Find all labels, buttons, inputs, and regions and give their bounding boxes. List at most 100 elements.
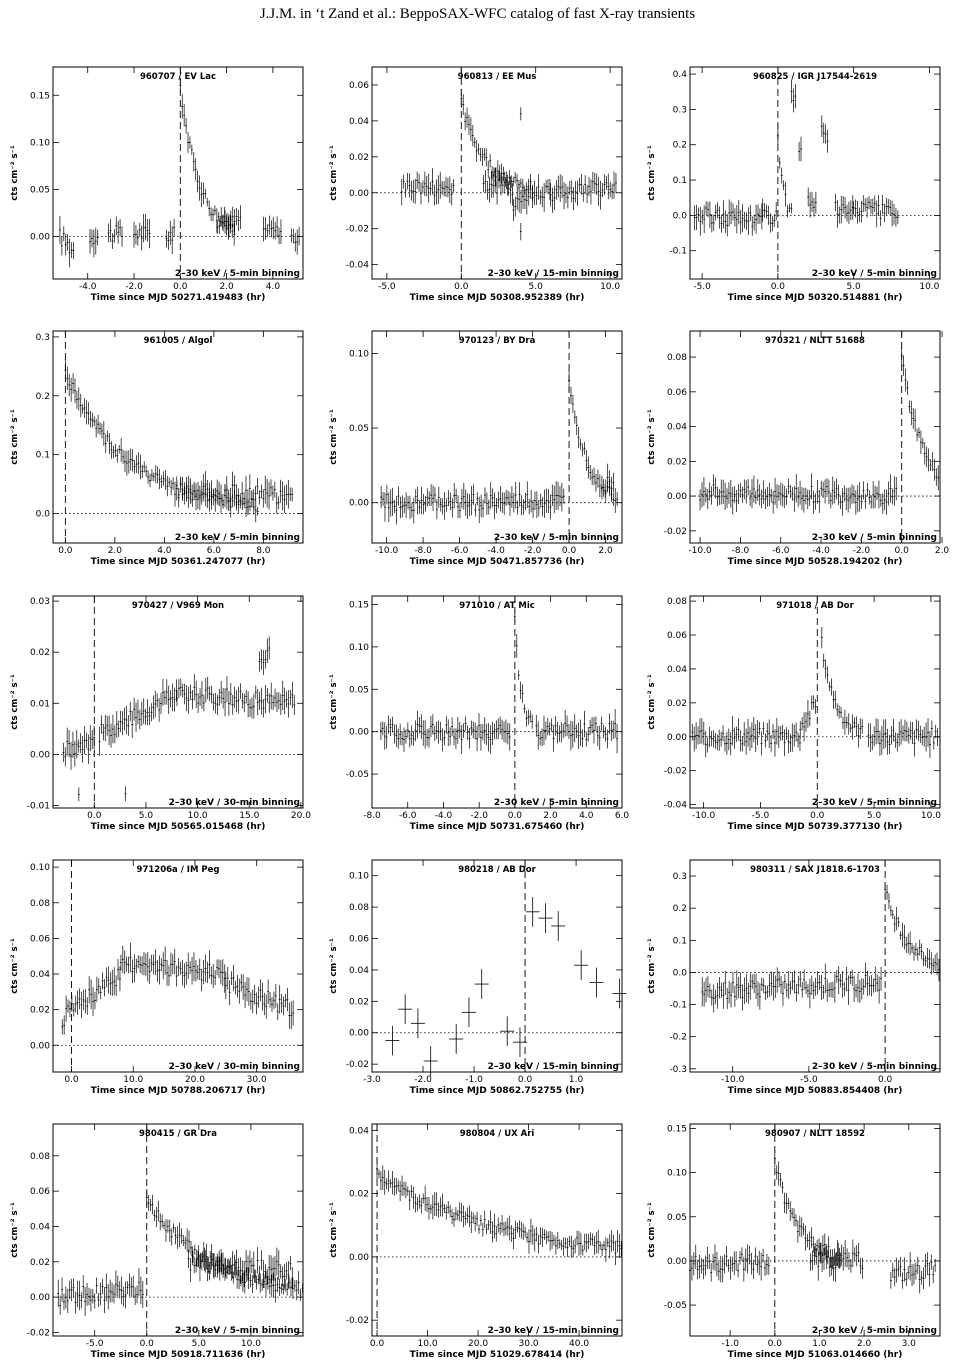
x-tick-label: 6.0	[615, 811, 630, 821]
y-tick-label: 0.06	[30, 934, 50, 944]
y-tick-label: 0.04	[349, 1126, 369, 1136]
y-axis-label: cts cm⁻² s⁻¹	[329, 938, 339, 994]
panel-title: 980415 / GR Dra	[139, 1129, 217, 1139]
y-tick-label: 0.06	[667, 631, 687, 641]
y-tick-label: 0.08	[667, 353, 687, 363]
chart-svg: -3.0 -2.0 -1.0 0.0 1.0 -0.02 0.00 0.02 0.04 0.06 0…	[329, 859, 627, 1096]
y-tick-label: 0.15	[349, 600, 369, 610]
x-tick-label: 0.0	[58, 546, 73, 556]
x-tick-label: 10.0	[188, 811, 208, 821]
light-curve-panel: -1.0 0.0 1.0 2.0 3.0 -0.05 0.00 0.05 0.10 0.15 980…	[638, 1120, 948, 1372]
light-curve-panel: -3.0 -2.0 -1.0 0.0 1.0 -0.02 0.00 0.02 0.04 0.06 0…	[320, 856, 630, 1108]
y-axis-label: cts cm⁻² s⁻¹	[10, 145, 20, 201]
light-curve-panel: -10.0 -8.0 -6.0 -4.0 -2.0 0.0 2.0 -0.02 0.00 0.02…	[638, 327, 950, 579]
x-tick-label: 40.0	[569, 1339, 589, 1349]
x-tick-label: 0.0	[64, 1075, 79, 1085]
x-tick-label: -10.0	[721, 1075, 745, 1085]
y-tick-label: 0.1	[673, 176, 687, 186]
y-tick-label: 0.00	[349, 728, 369, 738]
y-tick-label: 0.00	[349, 499, 369, 509]
data-series	[64, 358, 294, 523]
y-axis-label: cts cm⁻² s⁻¹	[329, 409, 339, 465]
y-tick-label: 0.08	[349, 903, 369, 913]
plot-frame	[689, 330, 941, 544]
y-tick-label: 0.1	[673, 936, 687, 946]
data-series	[380, 368, 619, 525]
panel-title: 980218 / AB Dor	[458, 865, 536, 875]
panel-title: 970123 / BY Dra	[459, 336, 536, 346]
plot-frame	[52, 859, 304, 1073]
y-tick-label: 0.04	[349, 117, 369, 127]
x-tick-label: 1.0	[812, 1339, 827, 1349]
x-tick-label: 5.0	[139, 811, 154, 821]
x-tick-label: -1.0	[721, 1339, 739, 1349]
y-tick-label: 0.02	[30, 648, 50, 658]
y-axis-label: cts cm⁻² s⁻¹	[329, 674, 339, 730]
x-axis-label: Time since MJD 50731.675460 (hr)	[410, 822, 585, 832]
energy-band-label: 2–30 keV / 5-min binning	[812, 798, 937, 808]
light-curve-panel: -10.0 -5.0 0.0 5.0 10.0 -0.04 -0.02 0.00 0.02 0.0…	[638, 592, 948, 844]
y-tick-label: 0.00	[30, 1293, 50, 1303]
y-tick-label: 0.08	[30, 1152, 50, 1162]
data-series	[62, 636, 296, 802]
panel-title: 960813 / EE Mus	[458, 72, 537, 82]
x-axis-label: Time since MJD 50862.752755 (hr)	[410, 1086, 585, 1096]
y-tick-label: 0.00	[30, 750, 50, 760]
plot-frame	[52, 330, 304, 544]
y-tick-label: 0.00	[667, 1257, 687, 1267]
y-tick-label: -0.2	[669, 1033, 687, 1043]
x-tick-label: 4.0	[266, 282, 281, 292]
plot-frame	[52, 595, 304, 809]
y-tick-label: 0.06	[349, 81, 369, 91]
y-tick-label: 0.2	[673, 141, 687, 151]
y-axis-label: cts cm⁻² s⁻¹	[329, 145, 339, 201]
y-tick-label: 0.0	[673, 968, 688, 978]
y-tick-label: -0.02	[27, 1328, 50, 1338]
x-tick-label: 0.0	[454, 282, 469, 292]
data-series	[379, 609, 619, 754]
chart-svg: -10.0 -5.0 0.0 -0.3 -0.2 -0.1 0.0 0.1 0.2 0.3 9803…	[647, 859, 941, 1096]
energy-band-label: 2–30 keV / 5-min binning	[812, 269, 937, 279]
data-series	[699, 346, 940, 516]
plot-frame	[52, 1123, 304, 1337]
x-tick-label: -2.0	[853, 546, 871, 556]
x-tick-label: 3.0	[902, 1339, 917, 1349]
light-curve-panel: 0.0 5.0 10.0 15.0 20.0 -0.01 0.00 0.01 0.02 0.03 9…	[1, 592, 311, 844]
data-series	[701, 882, 940, 1013]
x-tick-label: 0.0	[895, 546, 910, 556]
x-tick-label: 10.0	[600, 282, 620, 292]
chart-svg: 0.0 10.0 20.0 30.0 40.0 -0.02 0.00 0.02 0.04 9808…	[329, 1123, 623, 1360]
x-tick-label: 20.0	[291, 811, 311, 821]
light-curve-panel: -5.0 0.0 5.0 10.0 -0.02 0.00 0.02 0.04 0.06 0.08 9…	[1, 1120, 311, 1372]
y-tick-label: 0.00	[667, 733, 687, 743]
x-tick-label: 2.0	[935, 546, 950, 556]
panel-title: 970427 / V969 Mon	[132, 601, 224, 611]
y-tick-label: 0.02	[349, 1190, 369, 1200]
chart-svg: -10.0 -5.0 0.0 5.0 10.0 -0.04 -0.02 0.00 0.02 0.0…	[647, 595, 941, 832]
y-tick-label: 0.00	[30, 1041, 50, 1051]
data-series	[691, 626, 939, 758]
panel-title: 980907 / NLTT 18592	[765, 1129, 865, 1139]
y-tick-label: 0.05	[349, 424, 369, 434]
x-tick-label: -4.0	[487, 546, 505, 556]
y-tick-label: 0.02	[667, 699, 687, 709]
light-curve-panel: -10.0 -5.0 0.0 -0.3 -0.2 -0.1 0.0 0.1 0.2 0.3 9803…	[638, 856, 948, 1108]
y-tick-label: 0.04	[667, 665, 687, 675]
x-tick-label: 10.0	[123, 1075, 143, 1085]
panel-title: 971018 / AB Dor	[776, 601, 854, 611]
data-series	[57, 1189, 304, 1316]
x-tick-label: 0.0	[173, 282, 188, 292]
x-tick-label: 5.0	[192, 1339, 207, 1349]
y-tick-label: 0.04	[667, 423, 687, 433]
y-tick-label: 0.10	[349, 872, 369, 882]
light-curve-panel: 0.0 10.0 20.0 30.0 40.0 -0.02 0.00 0.02 0.04 9808…	[320, 1120, 630, 1372]
plot-frame	[689, 595, 941, 809]
data-series	[693, 80, 899, 237]
panel-title: 980311 / SAX J1818.6-1703	[750, 865, 880, 875]
energy-band-label: 2–30 keV / 15-min binning	[488, 1326, 619, 1336]
chart-svg: -10.0 -8.0 -6.0 -4.0 -2.0 0.0 2.0 -0.02 0.00 0.02…	[647, 330, 950, 567]
x-tick-label: 2.0	[598, 546, 613, 556]
x-tick-label: 4.0	[579, 811, 594, 821]
x-axis-label: Time since MJD 50528.194202 (hr)	[728, 557, 903, 567]
